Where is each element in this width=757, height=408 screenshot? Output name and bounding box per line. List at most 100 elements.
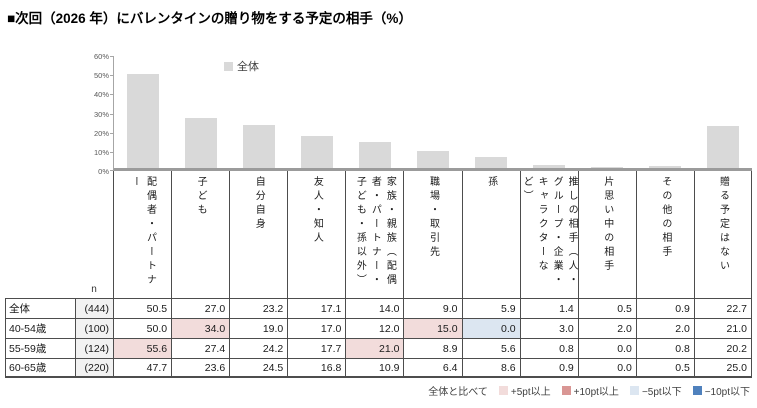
bar [127,73,159,168]
footnote-key-item: −10pt以下 [692,383,750,398]
table-cell: 21.0 [345,339,404,358]
bar [243,124,275,168]
table-cell: 3.0 [519,319,578,338]
y-axis-tick-mark [110,113,114,115]
table-row: 55-59歳 (124) 55.6 27.4 24.2 17.7 21.0 8.9 5.6 0.8… [5,338,752,358]
row-n-value: (444) [75,299,113,318]
category-label: 贈る予定はない [717,176,729,274]
table-cell: 17.1 [287,299,345,318]
table-cell: 2.0 [635,319,694,338]
category-header-cell: 自分自身 [229,171,287,298]
category-label: 自分自身 [253,176,265,232]
bar [591,167,623,168]
footnote-key-label: −5pt以下 [641,387,682,398]
page-title: ■次回（2026 年）にバレンタインの贈り物をする予定の相手（%） [7,11,412,26]
table-cell: 47.7 [113,359,171,376]
table-cell: 0.8 [635,339,694,358]
table-cell: 17.7 [287,339,345,358]
table-cell: 14.0 [345,299,403,318]
category-label: 職場・取引先 [427,176,439,260]
row-n-value: (100) [75,319,113,338]
category-label: 友人・知人 [311,176,323,246]
table-cell: 8.9 [403,339,461,358]
data-table: 全体 (444) 50.5 27.0 23.2 17.1 14.0 9.0 5.9 1.4 0.5 0… [0,298,757,378]
category-label: 推しの相手（人・グループ・企業・キャラクターなど） [521,176,578,288]
y-axis-tick-label: 10% [93,147,109,157]
table-cell: 2.0 [577,319,636,338]
table-cell: 0.0 [461,319,520,338]
table-cell: 0.0 [577,359,636,376]
category-label: 家族・親族（配偶者・パートナー・子ども・孫以外） [354,176,396,288]
y-axis-tick-mark [110,151,114,153]
table-cell: 23.6 [171,359,229,376]
row-label: 55-59歳 [5,339,75,358]
y-axis-tick-mark [110,170,114,171]
table-cell: 55.6 [113,339,172,358]
table-cell: 24.2 [229,339,287,358]
bar-slot [172,56,230,168]
category-header-cell: 推しの相手（人・グループ・企業・キャラクターなど） [519,171,578,298]
footnote-items: +5pt以上 +10pt以上 −5pt以下 −10pt以下 [498,383,750,398]
category-label: 孫 [485,176,497,190]
table-row: 40-54歳 (100) 50.0 34.0 19.0 17.0 12.0 15.0 0.0 3.… [5,318,752,338]
y-axis-tick-mark [110,94,114,96]
bar [475,157,507,168]
table-cell: 10.9 [345,359,403,376]
category-label: その他の相手 [659,176,671,260]
bar-chart: 60% 50% 40% 30% 20% 10% 0% 全体 [94,52,752,176]
n-column-header: n [91,284,97,295]
bar [301,136,333,168]
bar-slot [288,56,346,168]
footnote-key-label: +10pt以上 [573,387,619,398]
y-axis-tick-label: 30% [93,109,109,119]
table-footnote: 全体と比べて +5pt以上 +10pt以上 −5pt以下 −10pt以下 [5,383,752,398]
bar [417,151,449,168]
bar-slot [114,56,172,168]
y-axis-tick-label: 60% [93,52,109,61]
table-cell: 27.4 [171,339,229,358]
bar-slot [462,56,520,168]
table-cell: 16.8 [287,359,345,376]
row-n-value: (124) [75,339,113,358]
table-cell: 24.5 [229,359,287,376]
row-n-value: (220) [75,359,113,376]
table-cell: 34.0 [171,319,230,338]
table-cell: 50.5 [113,299,171,318]
table-cell: 25.0 [693,359,752,376]
category-header-cell: 職場・取引先 [403,171,461,298]
row-label: 60-65歳 [5,359,75,376]
corner-cell [5,171,75,298]
bar [707,125,739,168]
bar [185,117,217,168]
bar-slot [346,56,404,168]
footnote-prefix: 全体と比べて [428,387,488,398]
footnote-key-item: −5pt以下 [629,383,682,398]
bar-slot [230,56,288,168]
category-header-cell: 子ども [171,171,229,298]
footnote-key-swatch-icon [629,386,639,395]
category-header-cell: 片思い中の相手 [577,171,636,298]
y-axis-tick-label: 50% [93,71,109,81]
bar [649,166,681,168]
row-label: 全体 [5,299,75,318]
y-axis-tick-label: 20% [93,128,109,138]
table-cell: 0.8 [519,339,578,358]
table-cell: 21.0 [693,319,752,338]
bar-slot [694,56,752,168]
footnote-key-swatch-icon [498,386,508,395]
footnote-key-item: +10pt以上 [561,383,619,398]
footnote-key-swatch-icon [561,386,571,395]
category-header-cell: 配偶者・パートナー [113,171,171,298]
category-label: 子ども [195,176,207,218]
table-cell: 5.6 [461,339,520,358]
table-cell: 1.4 [519,299,578,318]
bar-slot [578,56,636,168]
bars-container [114,56,752,168]
table-cell: 6.4 [403,359,461,376]
table-cell: 9.0 [403,299,461,318]
table-cell: 0.9 [519,359,578,376]
table-cell: 17.0 [287,319,345,338]
footnote-key-label: +5pt以上 [510,387,551,398]
footnote-key-item: +5pt以上 [498,383,551,398]
y-axis-tick-label: 40% [93,90,109,100]
